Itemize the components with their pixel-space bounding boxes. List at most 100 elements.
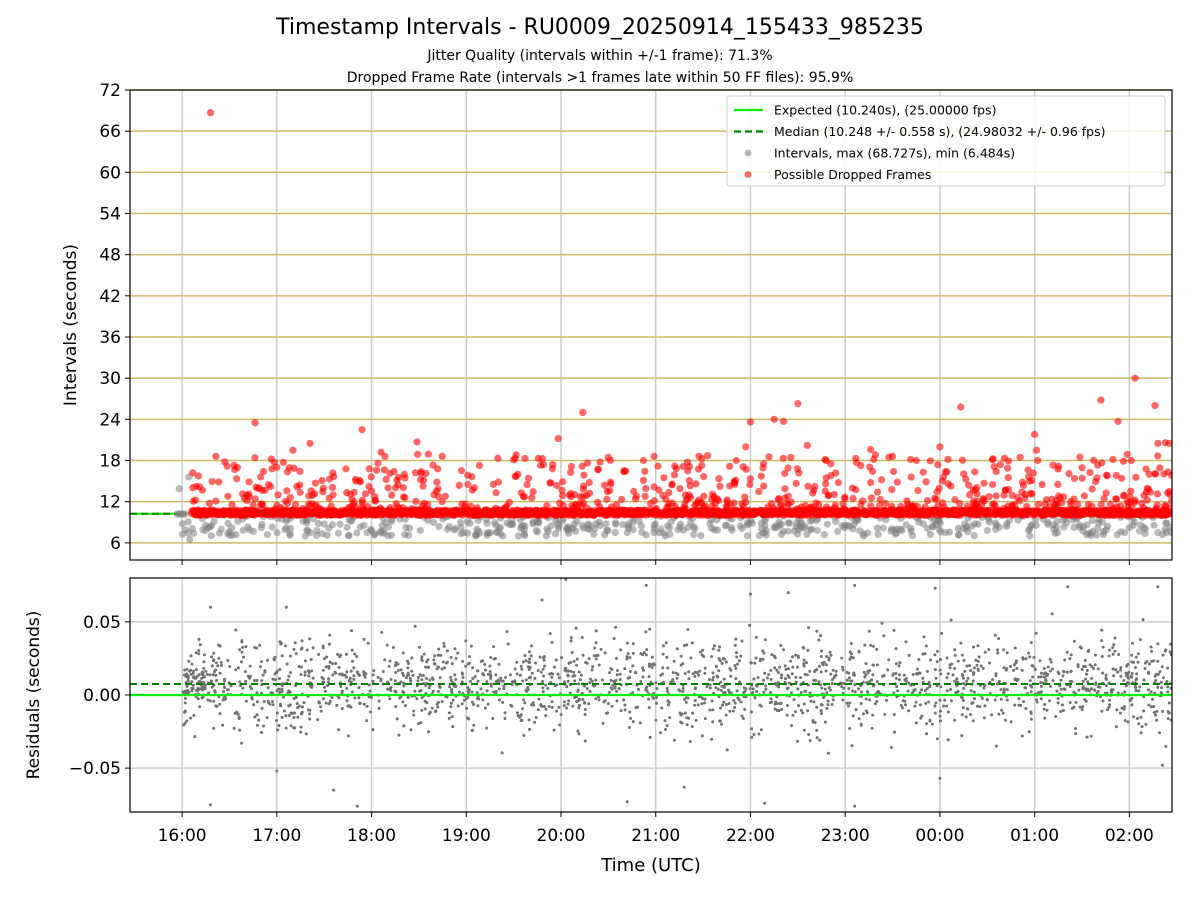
residual-point <box>711 647 715 651</box>
residual-point <box>464 639 468 643</box>
residual-point <box>453 647 457 651</box>
residual-point <box>779 644 783 648</box>
residual-point <box>665 689 669 693</box>
residual-point <box>603 699 607 703</box>
dropped-point <box>676 484 684 493</box>
dropped-point <box>1160 470 1168 478</box>
residual-point <box>609 667 613 671</box>
interval-point <box>336 520 344 528</box>
interval-point <box>555 524 563 533</box>
residual-point <box>826 751 830 755</box>
residual-point <box>642 668 646 672</box>
dropped-point <box>578 462 586 470</box>
dropped-point <box>809 489 817 497</box>
residual-point <box>762 651 766 655</box>
residual-point <box>779 701 783 705</box>
residual-point <box>739 654 743 658</box>
interval-point <box>887 525 896 533</box>
dropped-point <box>579 408 587 417</box>
residual-point <box>644 630 648 634</box>
dropped-point <box>583 459 592 467</box>
residual-point <box>727 702 731 706</box>
interval-point <box>651 520 659 528</box>
residual-point <box>387 664 391 668</box>
residual-point <box>281 682 285 686</box>
residual-point <box>945 704 949 708</box>
interval-point <box>281 525 289 534</box>
interval-point <box>325 524 333 532</box>
residual-point <box>475 691 479 695</box>
dropped-point <box>411 469 419 477</box>
residual-point <box>1029 711 1033 715</box>
residual-point <box>1100 639 1104 643</box>
residual-point <box>536 669 540 673</box>
residual-point <box>687 677 691 681</box>
dropped-point <box>452 506 461 514</box>
residual-point <box>1112 674 1116 678</box>
dropped-point <box>759 460 768 468</box>
dropped-point <box>730 478 738 486</box>
top-ytick-label: 36 <box>99 328 121 348</box>
residual-point <box>856 687 860 691</box>
residual-point <box>282 709 286 713</box>
residual-point <box>1117 652 1121 656</box>
residual-point <box>1004 718 1008 722</box>
residual-point <box>333 670 337 674</box>
residual-point <box>288 654 292 658</box>
residual-point <box>1033 667 1037 671</box>
dropped-point <box>1024 466 1032 474</box>
residual-point <box>994 674 998 678</box>
residual-point <box>840 685 844 689</box>
residual-point <box>1062 687 1066 691</box>
residual-point <box>569 660 573 664</box>
interval-point <box>612 520 620 528</box>
residual-point <box>408 676 412 680</box>
residual-point <box>969 689 973 693</box>
dropped-point <box>990 500 998 508</box>
interval-point <box>823 520 831 528</box>
residual-point <box>996 648 1000 652</box>
residual-point <box>447 716 451 720</box>
residual-point <box>697 673 701 677</box>
residual-point <box>939 672 943 676</box>
residual-point <box>402 684 406 688</box>
residual-point <box>594 697 598 701</box>
dropped-point <box>209 509 217 517</box>
residual-point <box>590 679 594 683</box>
residual-point <box>311 646 315 650</box>
dropped-point <box>1090 456 1098 464</box>
residual-point <box>369 695 373 699</box>
dropped-point <box>514 510 522 519</box>
residual-point <box>868 698 872 702</box>
dropped-point <box>966 491 974 499</box>
residual-point <box>323 689 327 693</box>
residual-point <box>724 702 728 706</box>
residual-point <box>876 689 880 693</box>
residual-point <box>253 645 257 649</box>
residual-point <box>815 667 819 671</box>
residual-point <box>523 654 527 658</box>
residual-point <box>940 631 944 635</box>
interval-point <box>1136 521 1145 529</box>
dropped-point <box>639 476 647 484</box>
residual-point <box>799 676 803 680</box>
residual-point <box>848 727 852 731</box>
residual-point <box>815 705 819 709</box>
residual-point <box>1050 612 1054 616</box>
residual-point <box>1034 631 1038 635</box>
dropped-point <box>255 484 263 492</box>
dropped-point <box>457 466 466 475</box>
interval-point <box>367 526 376 535</box>
dropped-point <box>1070 474 1079 483</box>
residual-point <box>365 719 369 723</box>
residual-point <box>718 719 722 723</box>
residual-point <box>432 662 436 666</box>
interval-point <box>992 521 1000 529</box>
residual-point <box>339 684 343 688</box>
residual-point <box>451 698 455 702</box>
residual-point <box>214 679 218 683</box>
residual-point <box>307 674 311 678</box>
residual-point <box>969 668 973 672</box>
residual-point <box>650 666 654 670</box>
